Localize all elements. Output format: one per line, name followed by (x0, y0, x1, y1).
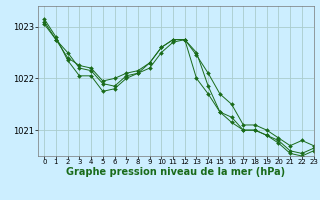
X-axis label: Graphe pression niveau de la mer (hPa): Graphe pression niveau de la mer (hPa) (67, 167, 285, 177)
